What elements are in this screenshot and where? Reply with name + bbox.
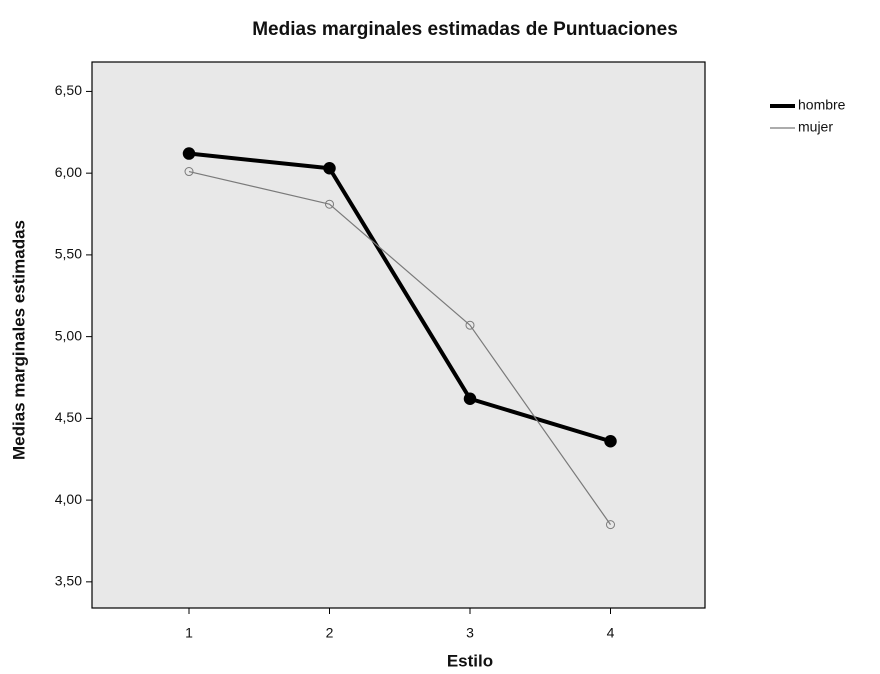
x-tick-label: 1 xyxy=(185,625,193,641)
legend-label: mujer xyxy=(798,119,833,135)
chart-title: Medias marginales estimadas de Puntuacio… xyxy=(252,19,678,40)
y-tick-label: 6,00 xyxy=(55,164,82,180)
y-tick-label: 5,00 xyxy=(55,327,82,343)
point xyxy=(465,320,475,330)
point xyxy=(184,167,194,177)
point xyxy=(182,147,196,160)
y-tick-label: 5,50 xyxy=(55,246,82,262)
point xyxy=(323,162,336,175)
y-axis-title: Medias marginales estimadas xyxy=(9,220,28,460)
x-tick-label: 2 xyxy=(326,625,334,641)
y-tick-label: 6,50 xyxy=(55,82,82,98)
x-tick-label: 3 xyxy=(466,625,474,641)
plot-area xyxy=(91,61,706,609)
point xyxy=(463,392,477,406)
series-line xyxy=(188,170,611,525)
x-tick-label: 4 xyxy=(607,625,615,641)
point xyxy=(606,520,615,530)
point xyxy=(604,435,617,448)
point xyxy=(325,199,334,209)
series-line xyxy=(188,151,612,444)
y-tick-label: 4,50 xyxy=(55,409,82,425)
y-tick-label: 4,00 xyxy=(55,491,82,507)
y-tick-label: 3,50 xyxy=(55,573,82,589)
legend-label: hombre xyxy=(798,97,846,113)
x-axis-title: Estilo xyxy=(447,651,493,670)
